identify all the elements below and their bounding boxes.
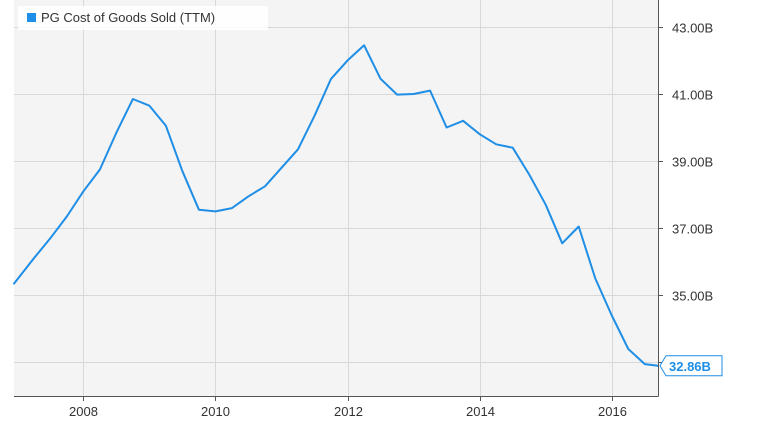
y-tick-label: 35.00B [672,289,713,304]
y-tick-label: 43.00B [672,21,713,36]
x-tick-label: 2008 [69,404,98,419]
legend-swatch [27,13,36,22]
x-tick-label: 2016 [598,404,627,419]
series-line [13,44,659,367]
legend-box [18,6,268,30]
legend: PG Cost of Goods Sold (TTM) [18,6,268,30]
y-tick-label: 39.00B [672,155,713,170]
y-tick-label: 41.00B [672,88,713,103]
axes: 35.00B 37.00B 39.00B 41.00B 43.00B 2008 2010 20… [14,0,713,419]
x-tick-label: 2010 [201,404,230,419]
last-value-label: 32.86B [669,359,711,374]
last-value-box [659,355,723,377]
x-tick-label: 2012 [334,404,363,419]
plot-area [14,0,658,396]
x-tick-label: 2014 [466,404,495,419]
last-value-marker: 32.86B [659,355,723,377]
legend-label: PG Cost of Goods Sold (TTM) [41,10,215,25]
y-tick-label: 37.00B [672,222,713,237]
